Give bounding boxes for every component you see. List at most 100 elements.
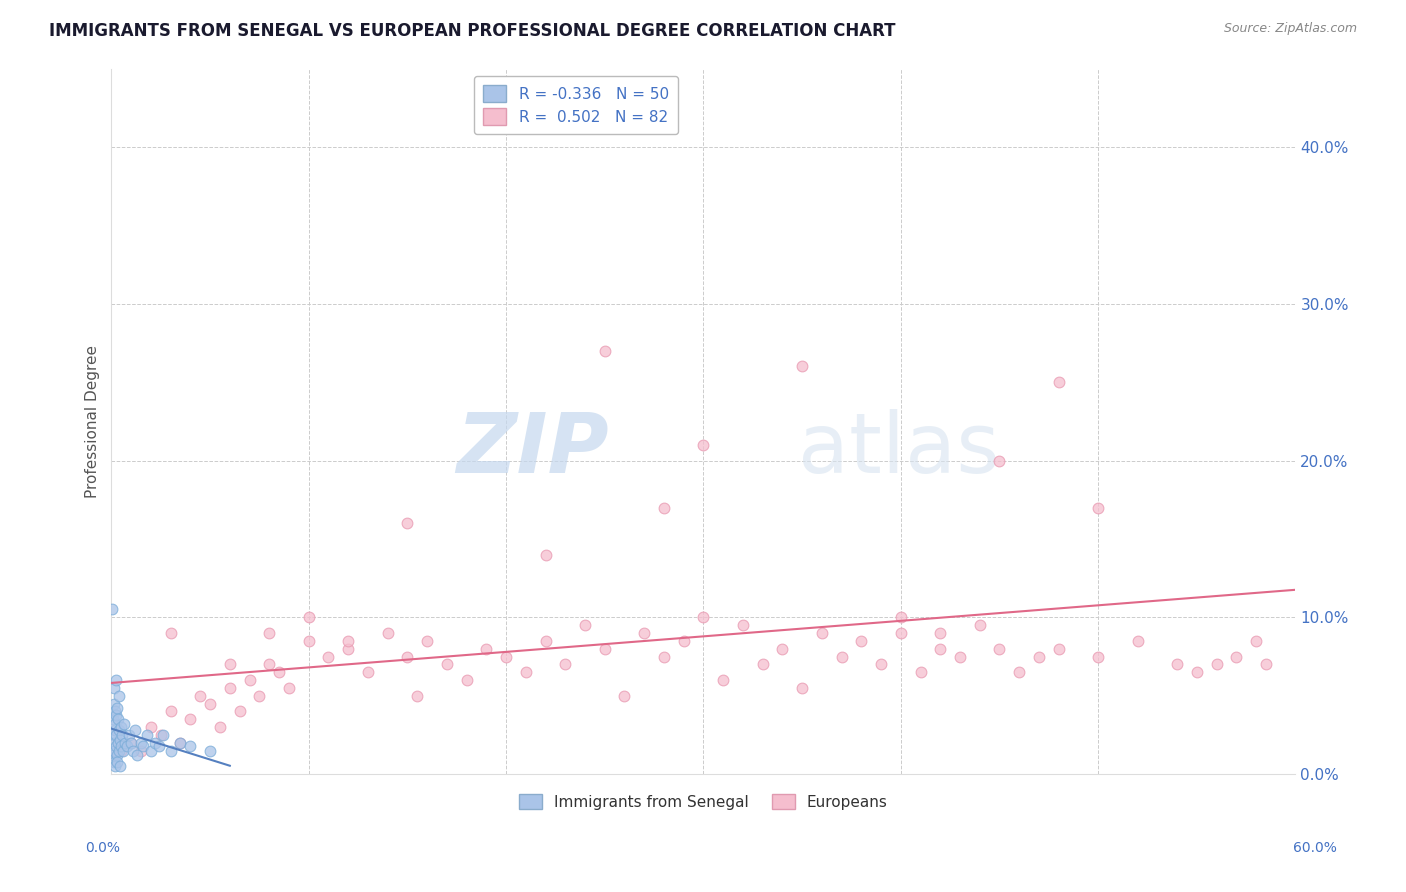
Point — [1244, 633, 1267, 648]
Point — [1047, 641, 1070, 656]
Point — [298, 610, 321, 624]
Point — [122, 743, 145, 757]
Point — [633, 626, 655, 640]
Point — [125, 748, 148, 763]
Point — [534, 548, 557, 562]
Point — [949, 649, 972, 664]
Point — [111, 728, 134, 742]
Point — [416, 633, 439, 648]
Point — [110, 732, 132, 747]
Point — [1126, 633, 1149, 648]
Point — [115, 739, 138, 753]
Y-axis label: Professional Degree: Professional Degree — [86, 345, 100, 498]
Point — [101, 602, 124, 616]
Point — [108, 743, 131, 757]
Text: IMMIGRANTS FROM SENEGAL VS EUROPEAN PROFESSIONAL DEGREE CORRELATION CHART: IMMIGRANTS FROM SENEGAL VS EUROPEAN PROF… — [49, 22, 896, 40]
Point — [105, 748, 128, 763]
Point — [652, 500, 675, 515]
Point — [132, 739, 155, 753]
Point — [672, 633, 695, 648]
Point — [129, 743, 152, 757]
Point — [851, 633, 873, 648]
Point — [278, 681, 301, 695]
Point — [110, 739, 132, 753]
Point — [357, 665, 380, 680]
Point — [593, 343, 616, 358]
Point — [731, 618, 754, 632]
Point — [103, 743, 125, 757]
Point — [105, 755, 128, 769]
Point — [890, 610, 912, 624]
Text: 0.0%: 0.0% — [86, 841, 120, 855]
Point — [259, 657, 281, 672]
Point — [1254, 657, 1277, 672]
Point — [475, 641, 498, 656]
Point — [208, 720, 231, 734]
Point — [218, 681, 240, 695]
Point — [104, 705, 127, 719]
Point — [139, 743, 162, 757]
Point — [1008, 665, 1031, 680]
Point — [377, 626, 399, 640]
Point — [103, 697, 125, 711]
Point — [159, 626, 181, 640]
Point — [831, 649, 853, 664]
Point — [129, 736, 152, 750]
Point — [139, 720, 162, 734]
Point — [104, 759, 127, 773]
Point — [179, 739, 201, 753]
Point — [114, 736, 136, 750]
Point — [218, 657, 240, 672]
Point — [929, 626, 952, 640]
Point — [515, 665, 537, 680]
Point — [969, 618, 991, 632]
Point — [396, 649, 419, 664]
Point — [1185, 665, 1208, 680]
Point — [269, 665, 291, 680]
Point — [136, 728, 159, 742]
Point — [107, 712, 129, 726]
Point — [120, 736, 142, 750]
Point — [104, 739, 127, 753]
Point — [105, 707, 128, 722]
Point — [1087, 500, 1109, 515]
Point — [118, 728, 141, 742]
Point — [534, 633, 557, 648]
Point — [105, 701, 128, 715]
Point — [298, 633, 321, 648]
Point — [104, 723, 127, 738]
Point — [396, 516, 419, 531]
Point — [108, 689, 131, 703]
Point — [692, 438, 714, 452]
Point — [1225, 649, 1247, 664]
Point — [870, 657, 893, 672]
Point — [159, 705, 181, 719]
Point — [259, 626, 281, 640]
Point — [198, 697, 221, 711]
Point — [1087, 649, 1109, 664]
Point — [169, 736, 191, 750]
Point — [103, 681, 125, 695]
Point — [1166, 657, 1188, 672]
Point — [1205, 657, 1227, 672]
Point — [104, 673, 127, 687]
Point — [110, 743, 132, 757]
Point — [751, 657, 773, 672]
Point — [148, 739, 170, 753]
Point — [811, 626, 834, 640]
Point — [149, 728, 172, 742]
Point — [495, 649, 517, 664]
Point — [152, 728, 174, 742]
Point — [108, 723, 131, 738]
Point — [103, 748, 125, 763]
Point — [101, 728, 124, 742]
Point — [692, 610, 714, 624]
Point — [988, 641, 1011, 656]
Point — [790, 681, 813, 695]
Point — [103, 736, 125, 750]
Point — [890, 626, 912, 640]
Point — [108, 759, 131, 773]
Point — [249, 689, 271, 703]
Point — [574, 618, 596, 632]
Point — [112, 743, 135, 757]
